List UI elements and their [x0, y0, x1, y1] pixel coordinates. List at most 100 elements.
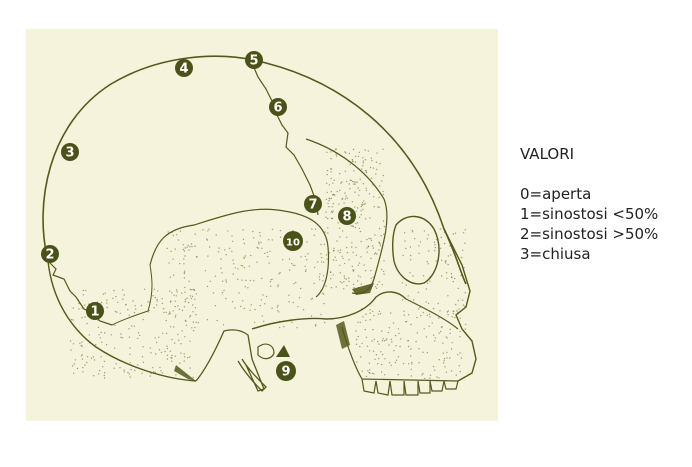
stipple-dot	[365, 189, 368, 192]
stipple-dot	[378, 241, 380, 243]
stipple-dot	[353, 183, 355, 185]
stipple-dot	[166, 358, 169, 360]
stipple-dot	[80, 344, 82, 347]
stipple-dot	[177, 305, 179, 307]
stipple-dot	[252, 230, 254, 233]
stipple-dot	[84, 304, 86, 306]
stipple-dot	[365, 336, 368, 338]
stipple-dot	[450, 370, 453, 372]
stipple-dot	[435, 239, 438, 241]
stipple-dot	[161, 302, 163, 305]
stipple-dot	[348, 152, 351, 155]
stipple-dot	[197, 322, 199, 324]
stipple-dot	[99, 337, 102, 339]
stipple-dot	[129, 347, 131, 349]
stipple-dot	[372, 247, 375, 249]
stipple-dot	[451, 342, 453, 344]
stipple-dot	[129, 353, 131, 355]
stipple-dot	[183, 277, 186, 279]
stipple-dot	[160, 370, 162, 372]
stipple-dot	[372, 245, 374, 247]
stipple-dot	[293, 282, 295, 285]
stipple-dot	[220, 258, 222, 260]
stipple-dot	[253, 280, 255, 282]
stipple-dot	[379, 313, 382, 315]
stipple-dot	[388, 327, 390, 329]
stipple-dot	[422, 372, 424, 375]
stipple-dot	[181, 309, 184, 312]
stipple-dot	[330, 177, 332, 180]
marker-10-label: 10	[286, 238, 300, 249]
stipple-dot	[278, 320, 281, 323]
stipple-dot	[191, 327, 193, 329]
stipple-dot	[122, 289, 124, 291]
stipple-dot	[357, 321, 359, 323]
stipple-dot	[432, 365, 435, 368]
stipple-dot	[333, 193, 335, 196]
stipple-dot	[295, 281, 297, 284]
stipple-dot	[238, 292, 240, 294]
stipple-dot	[225, 279, 227, 281]
stipple-dot	[360, 210, 362, 212]
stipple-dot	[362, 183, 365, 185]
stipple-dot	[410, 355, 412, 357]
stipple-dot	[352, 269, 355, 271]
stipple-dot	[104, 292, 106, 294]
stipple-dot	[370, 177, 373, 179]
stipple-dot	[368, 371, 370, 374]
stipple-dot	[426, 261, 428, 263]
stipple-dot	[332, 182, 334, 184]
stipple-dot	[104, 332, 106, 334]
stipple-dot	[333, 150, 335, 152]
stipple-dot	[422, 351, 424, 353]
stipple-dot	[187, 244, 189, 246]
stipple-dot	[120, 333, 122, 335]
marker-9-label: 9	[281, 365, 290, 380]
shadow-sphenoid	[352, 283, 374, 295]
stipple-dot	[413, 299, 415, 301]
stipple-dot	[169, 311, 171, 313]
stipple-dot	[343, 202, 345, 204]
marker-8: 8	[338, 207, 356, 225]
stipple-dot	[354, 161, 357, 163]
stipple-dot	[341, 197, 344, 200]
stipple-dot	[465, 323, 467, 326]
stipple-dot	[390, 338, 392, 341]
stipple-dot	[379, 245, 382, 247]
stipple-dot	[71, 365, 74, 367]
stipple-dot	[352, 148, 355, 151]
stipple-dot	[155, 304, 158, 306]
stipple-dot	[248, 265, 250, 267]
stipple-dot	[270, 279, 272, 281]
stipple-dot	[90, 357, 93, 359]
stipple-dot	[176, 291, 178, 293]
stipple-dot	[360, 240, 362, 243]
stipple-dot	[373, 206, 375, 208]
stipple-dot	[113, 367, 115, 369]
stipple-dot	[267, 255, 269, 258]
stipple-dot	[454, 232, 457, 234]
stipple-dot	[206, 239, 209, 241]
stipple-dot	[192, 376, 194, 379]
stipple-dot	[288, 301, 290, 303]
stipple-dot	[346, 285, 348, 287]
stipple-dot	[357, 155, 360, 158]
stipple-dot	[314, 228, 317, 230]
stipple-dot	[379, 185, 381, 187]
stipple-dot	[174, 316, 177, 318]
stipple-dot	[161, 372, 164, 374]
stipple-dot	[165, 311, 167, 314]
stipple-dot	[457, 354, 459, 356]
stipple-dot	[322, 292, 324, 294]
stipple-dot	[345, 278, 347, 280]
stipple-dot	[116, 311, 118, 313]
stipple-dot	[158, 336, 160, 338]
stipple-dot	[381, 284, 383, 286]
stipple-dot	[436, 376, 438, 378]
stipple-dot	[345, 195, 347, 197]
stipple-dot	[348, 161, 350, 163]
stipple-dot	[304, 255, 306, 258]
stipple-dot	[78, 302, 80, 305]
stipple-dot	[224, 249, 226, 251]
stipple-dot	[443, 358, 446, 360]
